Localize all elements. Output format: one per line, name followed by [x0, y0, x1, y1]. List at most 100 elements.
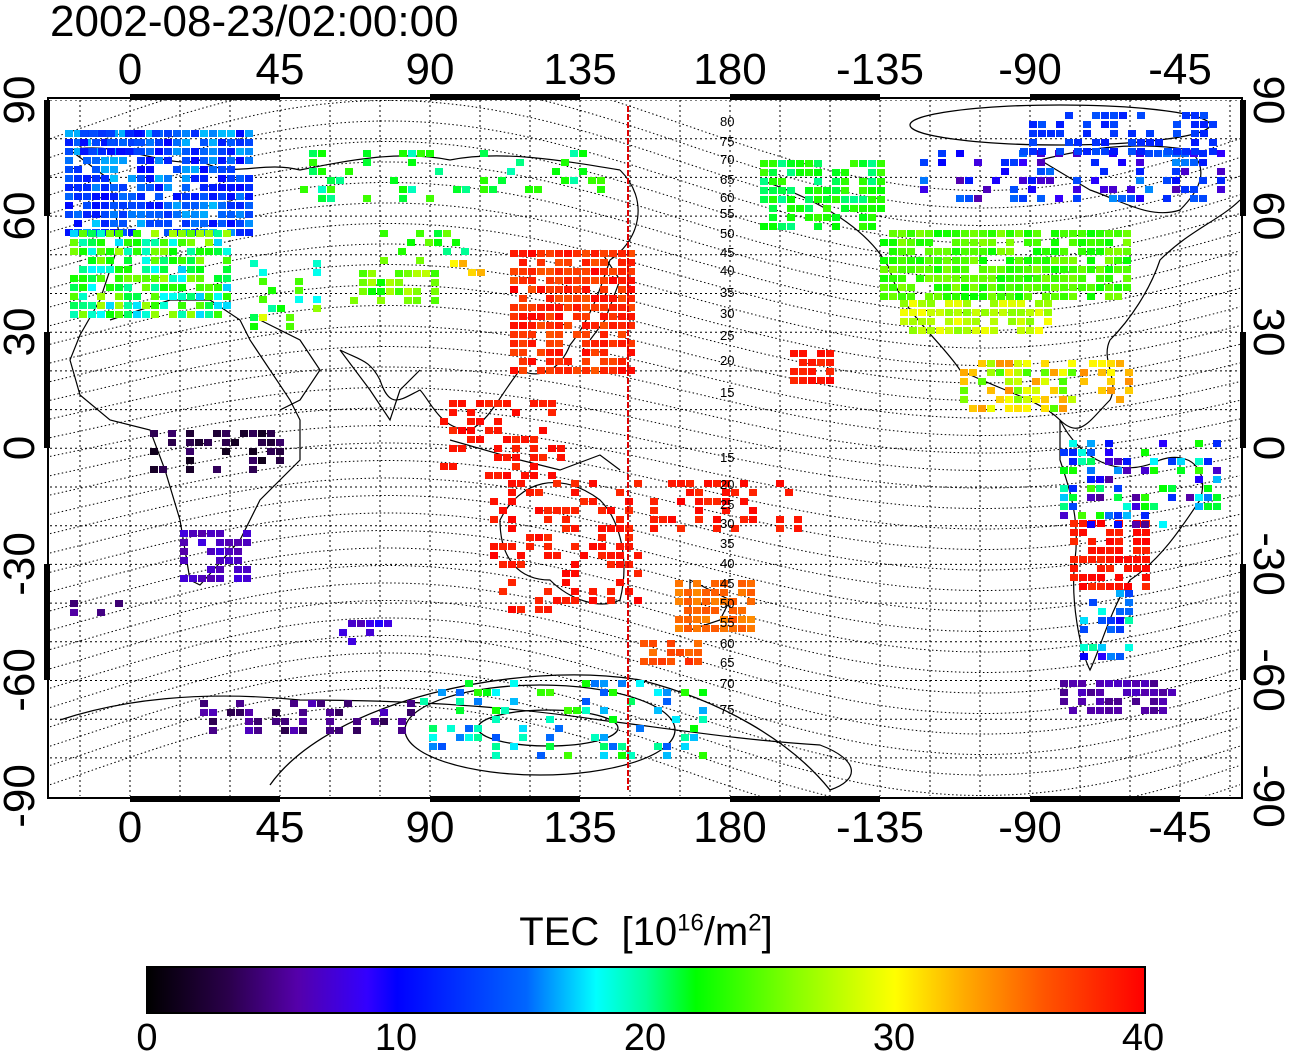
tec-cell — [227, 184, 235, 191]
tec-cell — [582, 322, 590, 329]
tec-cell — [1141, 503, 1149, 510]
tec-cell — [249, 457, 257, 464]
tec-cell — [344, 700, 352, 707]
tec-cell — [981, 309, 989, 316]
tec-cell — [499, 561, 507, 568]
tec-cell — [326, 709, 334, 716]
tec-cell — [600, 689, 608, 696]
tec-cell — [1038, 130, 1046, 137]
contour-line — [50, 120, 1240, 244]
tec-cell — [1105, 440, 1113, 447]
tec-cell — [996, 369, 1004, 376]
tec-cell — [492, 734, 500, 741]
tec-cell — [934, 284, 942, 291]
tec-cell — [591, 295, 599, 302]
tec-cell — [97, 266, 105, 273]
tec-cell — [295, 287, 303, 294]
tec-cell — [927, 327, 935, 334]
tec-cell — [1142, 547, 1150, 554]
tec-cell — [582, 313, 590, 320]
tec-cell — [747, 616, 755, 623]
tec-cell — [186, 466, 194, 473]
tec-cell — [954, 318, 962, 325]
tec-cell — [169, 275, 177, 282]
tec-cell — [1091, 159, 1099, 166]
tec-cell — [1010, 186, 1018, 193]
tec-cell — [1017, 309, 1025, 316]
contour-line — [50, 652, 1240, 776]
tec-cell — [1041, 405, 1049, 412]
tec-cell — [200, 709, 208, 716]
tec-cell — [408, 150, 416, 157]
tec-cell — [223, 248, 231, 255]
tec-cell — [1164, 148, 1172, 155]
tec-cell — [218, 139, 226, 146]
tec-cell — [1060, 494, 1068, 501]
tec-cell — [636, 680, 644, 687]
tec-cell — [259, 314, 267, 321]
tec-cell — [634, 597, 642, 604]
tec-cell — [467, 436, 475, 443]
tec-cell — [898, 257, 906, 264]
tec-cell — [119, 211, 127, 218]
tec-cell — [1069, 284, 1077, 291]
tec-cell — [363, 195, 371, 202]
tec-cell — [970, 239, 978, 246]
tec-cell — [169, 248, 177, 255]
tec-cell — [1133, 565, 1141, 572]
tec-cell — [200, 148, 208, 155]
tec-cell — [1092, 112, 1100, 119]
tec-cell — [1069, 440, 1077, 447]
tec-cell — [115, 311, 123, 318]
tec-cell — [1217, 168, 1225, 175]
tec-cell — [650, 516, 658, 523]
tec-cell — [609, 743, 617, 750]
tec-cell — [1098, 617, 1106, 624]
tec-cell — [106, 257, 114, 264]
tec-cell — [1195, 458, 1203, 465]
tec-cell — [555, 349, 563, 356]
tec-cell — [503, 472, 511, 479]
tec-cell — [1199, 159, 1207, 166]
tec-cell — [889, 293, 897, 300]
tec-cell — [151, 284, 159, 291]
tec-cell — [805, 169, 813, 176]
tec-cell — [348, 638, 356, 645]
tec-cell — [209, 718, 217, 725]
tec-cell — [327, 195, 335, 202]
tec-cell — [160, 284, 168, 291]
tec-cell — [546, 277, 554, 284]
tec-cell — [868, 187, 876, 194]
tec-cell — [832, 187, 840, 194]
tec-cell — [313, 296, 321, 303]
tec-cell — [778, 196, 786, 203]
tec-cell — [1097, 565, 1105, 572]
tec-cell — [485, 472, 493, 479]
tec-cell — [677, 498, 685, 505]
tec-cell — [972, 327, 980, 334]
tec-cell — [909, 327, 917, 334]
tec-cell — [1199, 177, 1207, 184]
tec-cell — [1106, 583, 1114, 590]
tec-cell — [1114, 512, 1122, 519]
tec-cell — [1105, 449, 1113, 456]
tec-cell — [125, 148, 133, 155]
tec-cell — [826, 359, 834, 366]
tec-cell — [952, 266, 960, 273]
tec-cell — [1096, 680, 1104, 687]
bottom-x-tick: -45 — [1148, 803, 1212, 852]
tec-cell — [318, 195, 326, 202]
tec-cell — [1115, 556, 1123, 563]
tec-cell — [101, 220, 109, 227]
tec-cell — [189, 575, 197, 582]
tec-cell — [517, 606, 525, 613]
tec-cell — [722, 480, 730, 487]
tec-cell — [920, 177, 928, 184]
tec-cell — [1015, 293, 1023, 300]
tec-cell — [465, 734, 473, 741]
tec-cell — [571, 543, 579, 550]
tec-cell — [1096, 239, 1104, 246]
tec-cell — [1213, 503, 1221, 510]
tec-cell — [1159, 440, 1167, 447]
tec-cell — [150, 448, 158, 455]
